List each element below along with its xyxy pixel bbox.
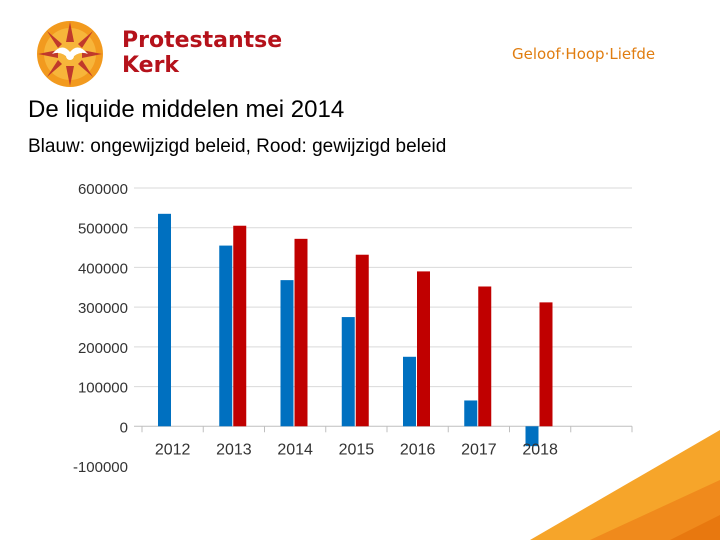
bar-red-2016 [417, 271, 430, 427]
bar-blue-2016 [403, 356, 416, 427]
y-tick-label: 500000 [78, 221, 128, 238]
bar-red-2017 [478, 286, 492, 427]
y-tick-label: 200000 [78, 340, 128, 357]
bar-blue-2017 [464, 400, 478, 427]
tagline: Geloof·Hoop·Liefde [512, 45, 656, 63]
bar-red-2013 [233, 225, 247, 427]
x-category-label: 2015 [339, 441, 375, 458]
bar-blue-2014 [280, 280, 294, 427]
x-category-label: 2018 [522, 441, 558, 458]
decorative-corner-shape [530, 430, 720, 540]
y-tick-label: 100000 [78, 380, 128, 397]
slide-subtitle: Blauw: ongewijzigd beleid, Rood: gewijzi… [28, 136, 447, 157]
bar-red-2014 [294, 238, 308, 427]
x-category-label: 2013 [216, 441, 252, 458]
bar-red-2018 [539, 302, 553, 427]
x-category-label: 2016 [400, 441, 436, 458]
x-category-label: 2012 [155, 441, 191, 458]
y-tick-label: 600000 [78, 181, 128, 198]
bar-blue-2013 [219, 245, 233, 427]
bar-blue-2015 [341, 317, 355, 427]
brand-name-line1: Protestantse [122, 28, 283, 53]
x-category-label: 2014 [277, 441, 313, 458]
bar-red-2015 [355, 254, 369, 427]
bar-blue-2018 [525, 426, 539, 447]
bar-blue-2012 [158, 213, 171, 427]
slide-title: De liquide middelen mei 2014 [28, 96, 345, 123]
y-tick-label: 400000 [78, 260, 128, 277]
brand-name-line2: Kerk [122, 53, 180, 78]
y-tick-label: -100000 [73, 459, 128, 476]
protestantse-kerk-logo-icon [37, 21, 103, 87]
y-tick-label: 300000 [78, 300, 128, 317]
x-category-label: 2017 [461, 441, 497, 458]
y-tick-label: 0 [120, 419, 128, 436]
